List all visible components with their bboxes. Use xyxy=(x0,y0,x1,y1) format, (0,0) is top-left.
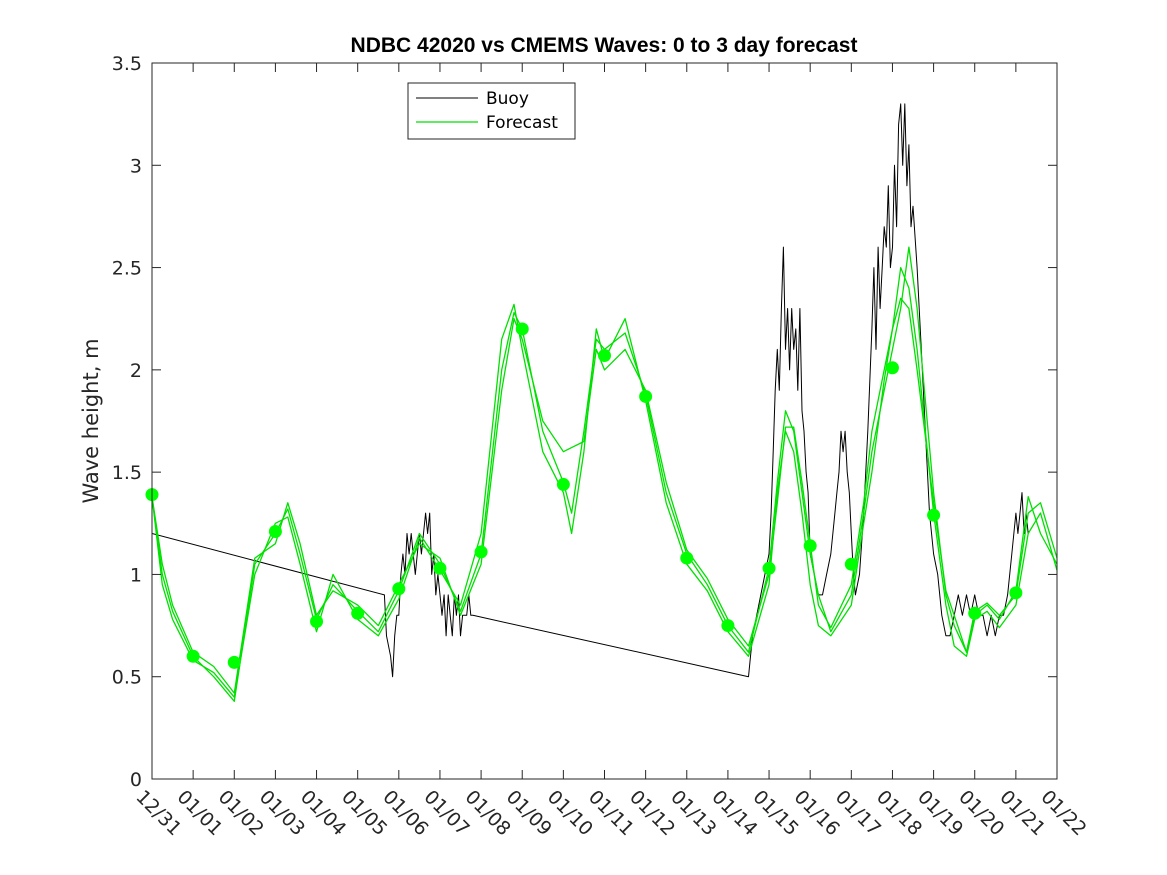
y-tick-label: 3 xyxy=(130,155,142,177)
y-tick-labels: 0 0.5 1 1.5 2 2.5 3 3.5 xyxy=(112,53,142,791)
tick-group xyxy=(151,62,1058,780)
legend-box xyxy=(407,82,576,140)
legend: Buoy Forecast xyxy=(407,82,576,140)
legend-label-forecast: Forecast xyxy=(486,113,558,133)
forecast-marker xyxy=(598,349,611,363)
forecast-marker xyxy=(186,649,200,663)
forecast-marker xyxy=(310,614,324,628)
marker-group xyxy=(145,322,1023,669)
forecast-marker xyxy=(968,606,982,620)
plot-background xyxy=(152,63,1057,779)
legend-label-buoy: Buoy xyxy=(486,89,529,109)
forecast-marker xyxy=(680,551,694,565)
chart-title: NDBC 42020 vs CMEMS Waves: 0 to 3 day fo… xyxy=(351,34,858,57)
y-tick-label: 2.5 xyxy=(112,258,142,280)
forecast-marker xyxy=(1009,586,1023,600)
forecast-marker xyxy=(433,561,447,575)
forecast-marker xyxy=(268,524,282,538)
forecast-marker xyxy=(392,582,406,596)
y-axis-label: Wave height, m xyxy=(79,338,103,503)
forecast-marker xyxy=(556,477,570,491)
forecast-marker xyxy=(515,322,529,336)
forecast-marker xyxy=(885,361,899,375)
y-tick-label: 0 xyxy=(130,769,142,791)
forecast-line xyxy=(152,246,1057,702)
y-tick-label: 0.5 xyxy=(112,667,142,689)
forecast-marker xyxy=(639,389,653,403)
y-tick-label: 2 xyxy=(130,360,142,382)
forecast-marker xyxy=(762,561,776,575)
y-tick-label: 3.5 xyxy=(112,53,142,75)
forecast-marker xyxy=(227,655,241,669)
forecast-marker xyxy=(351,606,365,620)
forecast-line xyxy=(152,297,1057,694)
plot-area xyxy=(145,62,1058,780)
y-tick-label: 1 xyxy=(130,564,142,586)
forecast-marker xyxy=(803,539,817,553)
y-tick-label: 1.5 xyxy=(112,462,142,484)
forecast-marker xyxy=(844,557,858,571)
forecast-marker xyxy=(927,508,941,522)
forecast-marker xyxy=(721,619,735,633)
forecast-marker xyxy=(474,545,488,559)
